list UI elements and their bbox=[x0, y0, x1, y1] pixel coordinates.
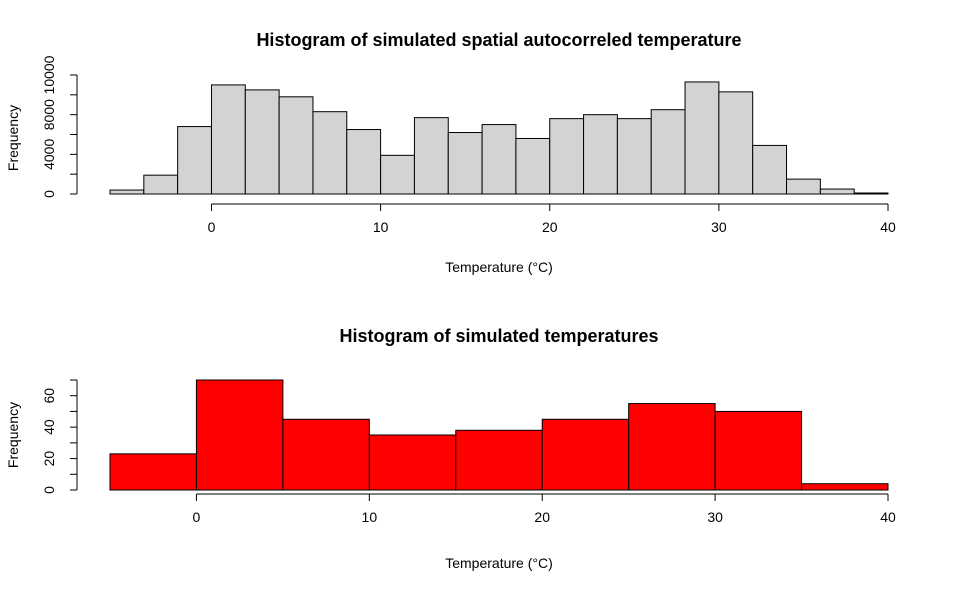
bar-spatial-5 bbox=[278, 96, 314, 195]
chart-title-simulated: Histogram of simulated temperatures bbox=[339, 326, 658, 346]
bar-spatial-14 bbox=[583, 114, 618, 195]
bar-spatial-15 bbox=[616, 118, 652, 195]
bar-spatial-19 bbox=[752, 144, 788, 195]
bar-spatial-12 bbox=[515, 137, 551, 195]
bar-spatial-13 bbox=[549, 118, 585, 195]
x-axis-simulated: 0 10 20 30 40 bbox=[193, 493, 896, 525]
x-tick-label-simulated-3: 30 bbox=[707, 509, 723, 525]
y-tick-label-simulated-6: 60 bbox=[41, 388, 57, 404]
bar-spatial-0 bbox=[109, 189, 145, 195]
bars-simulated bbox=[109, 379, 889, 491]
x-tick-label-spatial-2: 20 bbox=[542, 219, 558, 235]
bar-spatial-9 bbox=[413, 117, 449, 195]
y-axis-label-simulated: Frequency bbox=[5, 402, 21, 468]
bar-spatial-4 bbox=[244, 89, 280, 195]
bar-spatial-11 bbox=[481, 124, 517, 195]
x-tick-label-simulated-1: 10 bbox=[362, 509, 378, 525]
y-tick-label-spatial-0: 0 bbox=[41, 190, 57, 198]
y-axis-label-spatial: Frequency bbox=[5, 105, 21, 171]
bar-spatial-3 bbox=[210, 84, 246, 195]
y-axis-simulated: 0 20 40 60 bbox=[41, 379, 78, 494]
histogram-simulated-panel: Histogram of simulated temperatures Freq… bbox=[5, 326, 896, 571]
bar-simulated-4 bbox=[455, 429, 543, 491]
y-axis-spatial: 0 4000 8000 10000 bbox=[41, 55, 78, 198]
x-tick-label-spatial-0: 0 bbox=[208, 219, 216, 235]
bar-simulated-5 bbox=[541, 418, 630, 491]
bar-spatial-10 bbox=[447, 132, 483, 195]
bar-spatial-6 bbox=[312, 111, 348, 195]
bars-spatial bbox=[109, 81, 889, 195]
bar-simulated-2 bbox=[282, 418, 370, 491]
x-axis-spatial: 0 10 20 30 40 bbox=[208, 203, 896, 235]
bar-spatial-20 bbox=[786, 178, 821, 195]
bar-simulated-8 bbox=[801, 483, 889, 491]
x-tick-label-spatial-1: 10 bbox=[373, 219, 389, 235]
y-tick-label-simulated-2: 20 bbox=[41, 451, 57, 467]
x-tick-label-simulated-2: 20 bbox=[534, 509, 550, 525]
bar-simulated-7 bbox=[714, 410, 803, 491]
bar-simulated-3 bbox=[368, 434, 457, 491]
bar-spatial-7 bbox=[346, 129, 382, 195]
histogram-spatial-panel: Histogram of simulated spatial autocorre… bbox=[5, 30, 896, 275]
x-axis-label-simulated: Temperature (°C) bbox=[445, 555, 553, 571]
bar-spatial-2 bbox=[177, 126, 212, 195]
y-tick-label-spatial-6: 10000 bbox=[41, 55, 57, 94]
bar-spatial-18 bbox=[718, 91, 754, 195]
bar-spatial-21 bbox=[819, 188, 855, 195]
bar-spatial-16 bbox=[650, 109, 686, 195]
bar-simulated-6 bbox=[628, 403, 716, 491]
bar-spatial-22 bbox=[853, 192, 889, 195]
y-tick-label-spatial-4: 8000 bbox=[41, 99, 57, 130]
y-tick-label-spatial-2: 4000 bbox=[41, 139, 57, 170]
y-tick-label-simulated-4: 40 bbox=[41, 419, 57, 435]
bar-simulated-1 bbox=[195, 379, 284, 491]
bar-spatial-17 bbox=[684, 81, 720, 195]
x-tick-label-spatial-3: 30 bbox=[711, 219, 727, 235]
x-tick-label-simulated-4: 40 bbox=[880, 509, 896, 525]
y-tick-label-simulated-0: 0 bbox=[41, 486, 57, 494]
x-axis-label-spatial: Temperature (°C) bbox=[445, 259, 553, 275]
bar-spatial-8 bbox=[380, 154, 415, 195]
chart-title-spatial: Histogram of simulated spatial autocorre… bbox=[256, 30, 741, 50]
bar-simulated-0 bbox=[109, 453, 197, 491]
x-tick-label-spatial-4: 40 bbox=[880, 219, 896, 235]
bar-spatial-1 bbox=[143, 174, 179, 195]
x-tick-label-simulated-0: 0 bbox=[193, 509, 201, 525]
